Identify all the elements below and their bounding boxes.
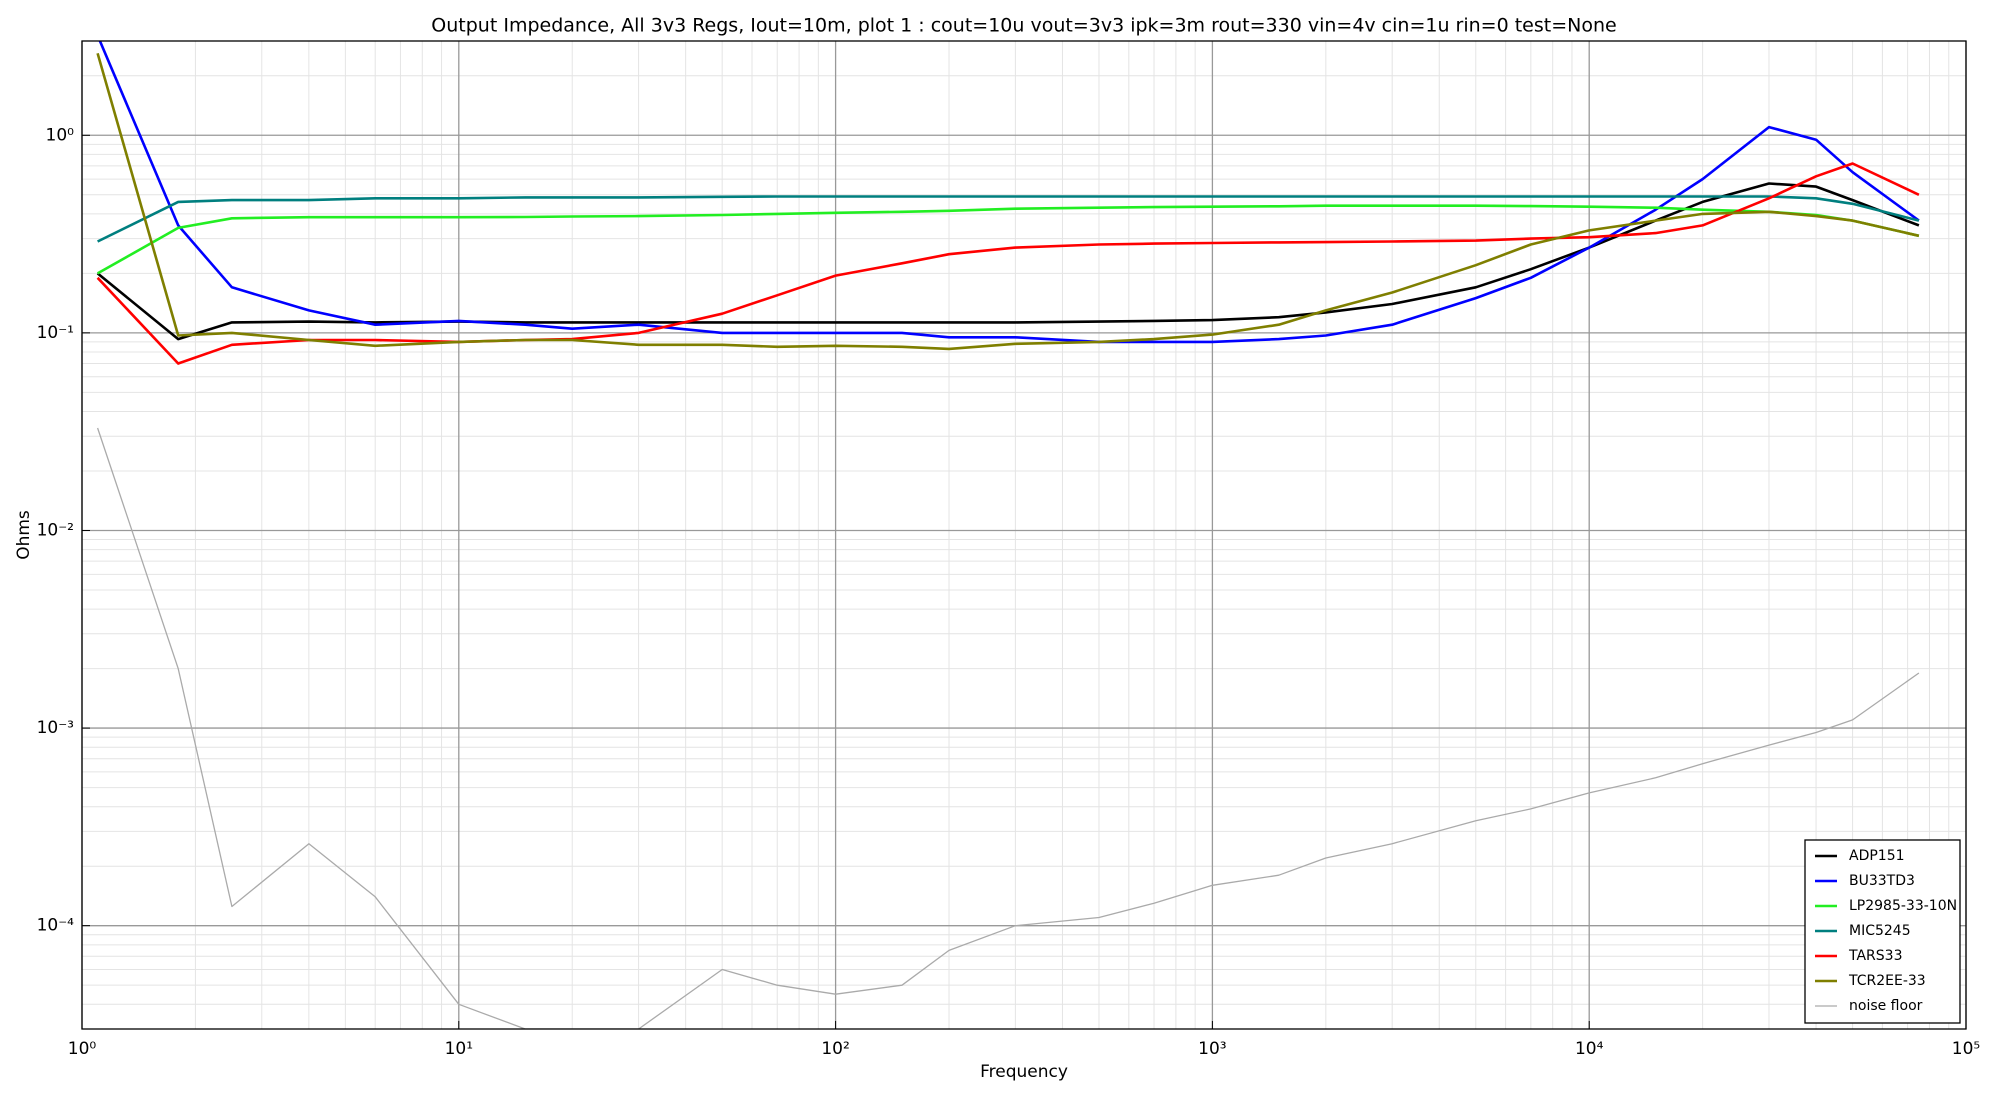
plot-frame	[81, 40, 1967, 1030]
x-axis-label: Frequency	[980, 1062, 1068, 1082]
chart-title: Output Impedance, All 3v3 Regs, Iout=10m…	[431, 15, 1616, 37]
series-line	[96, 204, 1920, 275]
series-line	[98, 41, 1920, 344]
y-tick-label: 10⁻⁴	[37, 916, 75, 936]
y-tick-label: 10⁻¹	[37, 323, 74, 343]
y-tick-label: 10⁰	[46, 125, 75, 145]
x-tick-label: 10²	[821, 1039, 849, 1059]
legend-label: TARS33	[1848, 948, 1902, 964]
legend-label: BU33TD3	[1849, 873, 1915, 889]
x-tick-label: 10⁴	[1575, 1039, 1604, 1059]
series-line	[96, 52, 1920, 351]
legend-label: noise floor	[1849, 998, 1923, 1014]
series-line	[96, 427, 1920, 1029]
legend-label: MIC5245	[1849, 923, 1911, 939]
series-line	[97, 195, 1920, 243]
plot-area	[96, 41, 1920, 1029]
legend-label: ADP151	[1849, 848, 1905, 864]
y-axis-label: Ohms	[14, 510, 34, 560]
y-tick-label: 10⁻³	[37, 718, 74, 738]
x-tick-label: 10¹	[445, 1039, 473, 1059]
x-tick-label: 10⁰	[68, 1039, 97, 1059]
y-tick-label: 10⁻²	[37, 520, 74, 540]
legend-label: TCR2EE-33	[1848, 973, 1926, 989]
legend-label: LP2985-33-10N	[1849, 898, 1957, 914]
x-tick-label: 10³	[1198, 1039, 1226, 1059]
x-tick-label: 10⁵	[1952, 1039, 1980, 1059]
